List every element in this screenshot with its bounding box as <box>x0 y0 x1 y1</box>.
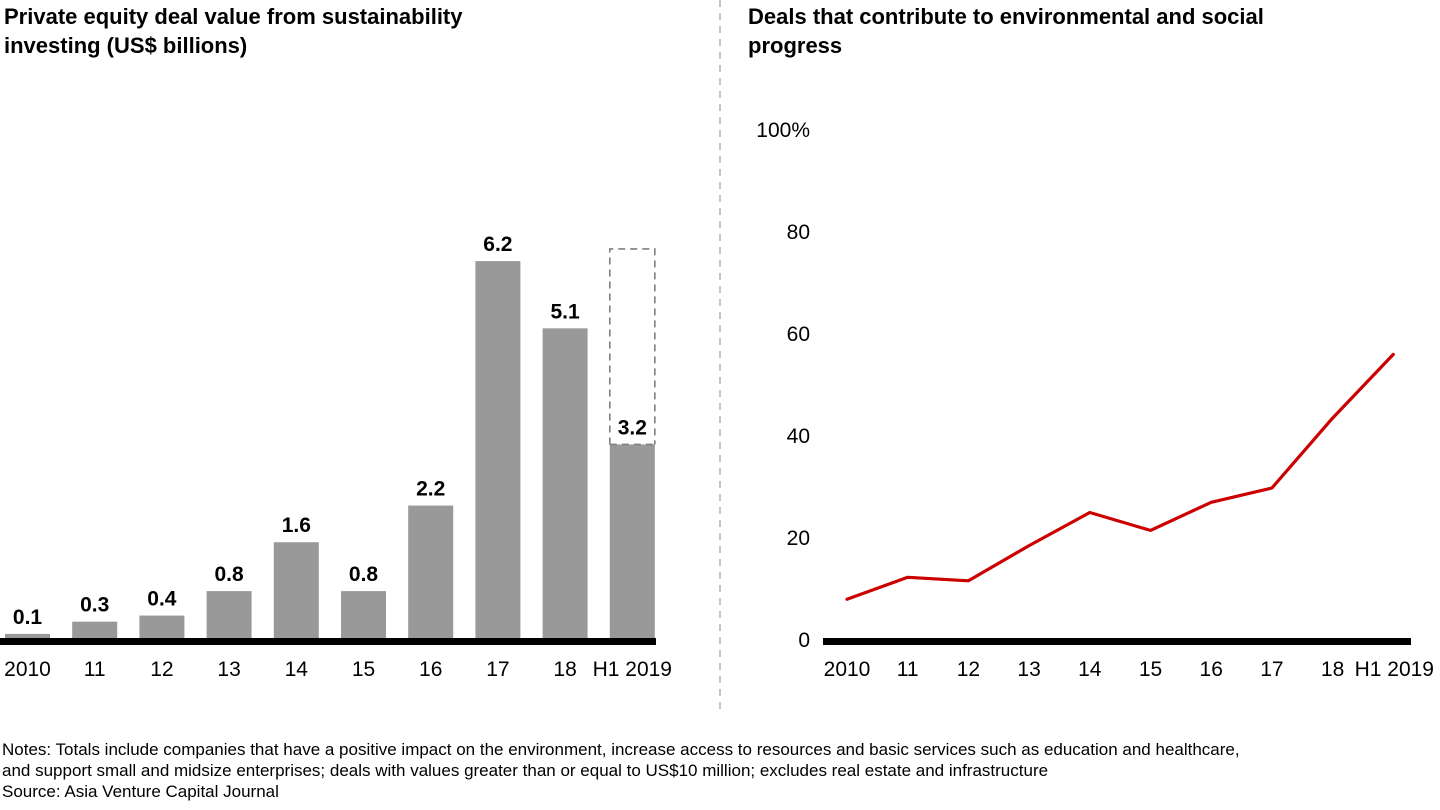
projected-outline <box>609 248 656 445</box>
bar-category-label: 2010 <box>4 658 51 681</box>
bar-category-label: 13 <box>217 658 240 681</box>
bar-data-label: 0.4 <box>147 588 177 611</box>
line-category-label: 2010 <box>824 658 871 681</box>
bar-chart: 0.1 0.3 0.4 0.8 1.6 0.8 2.2 6.2 5.1 3.2 2010 11 12 13… <box>0 233 672 681</box>
line-category-label: 15 <box>1139 658 1162 681</box>
line-category-label: 17 <box>1260 658 1283 681</box>
charts-canvas: 0.1 0.3 0.4 0.8 1.6 0.8 2.2 6.2 5.1 3.2 2010 11 12 13… <box>0 0 1434 712</box>
bar-data-label: 2.2 <box>416 478 445 501</box>
bar-data-label: 6.2 <box>483 233 512 256</box>
bar-13 <box>206 591 252 640</box>
bar-data-label: 0.8 <box>214 563 244 586</box>
bar-chart-baseline <box>0 638 656 645</box>
notes-line-1: Notes: Totals include companies that hav… <box>2 740 1240 759</box>
notes-line-2: and support small and midsize enterprise… <box>2 761 1049 780</box>
line-category-label: 13 <box>1017 658 1040 681</box>
bar-14 <box>273 542 319 640</box>
source-line: Source: Asia Venture Capital Journal <box>2 782 279 801</box>
bar-data-label: 0.3 <box>80 594 109 617</box>
bar-18 <box>542 328 588 640</box>
bar-16 <box>408 505 454 640</box>
bar-category-label: 14 <box>285 658 309 681</box>
bar-data-label: 1.6 <box>282 514 311 537</box>
bar-data-label: 0.1 <box>13 606 43 629</box>
bar-2010 <box>5 633 50 640</box>
bar-data-label: 0.8 <box>349 563 379 586</box>
bar-12 <box>139 615 185 640</box>
bar-category-label: 16 <box>419 658 442 681</box>
line-chart-title: Deals that contribute to environmental a… <box>748 4 1264 58</box>
line-series <box>845 352 1395 601</box>
y-tick-label: 40 <box>787 425 810 448</box>
y-tick-label: 20 <box>787 527 810 550</box>
bar-category-label: 17 <box>486 658 509 681</box>
bar-11 <box>72 621 118 640</box>
bar-category-label: H1 2019 <box>593 658 672 681</box>
line-chart: 0 20 40 60 80 100% 2010 11 12 13 14 15 16 17 18 H1 2019 <box>756 119 1434 681</box>
y-tick-label: 0 <box>798 629 810 652</box>
y-tick-label: 100% <box>756 119 810 142</box>
line-category-label: H1 2019 <box>1355 658 1434 681</box>
line-chart-baseline <box>823 638 1411 645</box>
bar-data-label: 3.2 <box>618 416 647 439</box>
line-category-label: 18 <box>1321 658 1344 681</box>
bar-category-label: 11 <box>84 658 106 681</box>
line-category-label: 12 <box>957 658 980 681</box>
line-category-label: 16 <box>1200 658 1223 681</box>
bar-15 <box>341 591 386 640</box>
line-category-label: 11 <box>897 658 919 681</box>
bar-chart-title: Private equity deal value from sustainab… <box>4 4 463 58</box>
y-tick-label: 60 <box>787 323 810 346</box>
chart-notes: Notes: Totals include companies that hav… <box>2 739 1438 802</box>
bar-17 <box>475 261 521 640</box>
bar-category-label: 18 <box>553 658 576 681</box>
y-tick-label: 80 <box>787 221 810 244</box>
bar-H1 2019 <box>609 444 655 640</box>
bar-category-label: 12 <box>150 658 173 681</box>
line-category-label: 14 <box>1078 658 1102 681</box>
bar-data-label: 5.1 <box>550 300 580 323</box>
bar-category-label: 15 <box>352 658 375 681</box>
